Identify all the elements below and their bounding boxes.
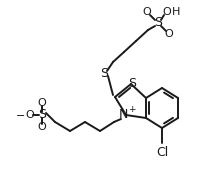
Text: O: O bbox=[26, 110, 34, 120]
Text: S: S bbox=[100, 67, 108, 81]
Text: O: O bbox=[38, 98, 46, 108]
Text: −: − bbox=[16, 111, 26, 121]
Text: O: O bbox=[142, 7, 151, 17]
Text: N: N bbox=[118, 109, 127, 121]
Text: O: O bbox=[38, 122, 46, 132]
Text: +: + bbox=[128, 105, 135, 115]
Text: O: O bbox=[162, 7, 171, 17]
Text: S: S bbox=[127, 78, 135, 90]
Text: S: S bbox=[153, 16, 161, 30]
Text: S: S bbox=[38, 109, 46, 121]
Text: Cl: Cl bbox=[155, 145, 167, 158]
Text: O: O bbox=[164, 29, 173, 39]
Text: H: H bbox=[171, 7, 179, 17]
